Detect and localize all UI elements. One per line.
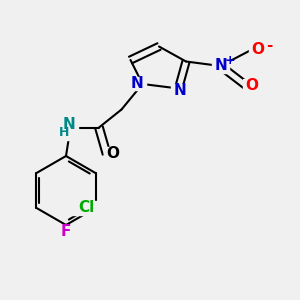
Text: O: O xyxy=(251,42,264,57)
Bar xyxy=(60,118,78,131)
Text: -: - xyxy=(266,38,273,53)
Bar xyxy=(128,76,146,90)
Text: F: F xyxy=(61,224,71,239)
Bar xyxy=(57,225,75,238)
Bar xyxy=(104,147,122,160)
Text: N: N xyxy=(174,83,186,98)
Text: N: N xyxy=(131,76,143,91)
Text: H: H xyxy=(59,126,69,140)
Bar xyxy=(212,59,229,73)
Text: N: N xyxy=(63,117,75,132)
Bar xyxy=(55,126,73,140)
Text: O: O xyxy=(245,78,258,93)
Bar xyxy=(72,201,101,214)
Bar xyxy=(249,43,266,56)
Text: Cl: Cl xyxy=(78,200,94,215)
Bar xyxy=(243,79,260,92)
Bar xyxy=(171,84,189,98)
Text: +: + xyxy=(224,54,235,67)
Text: N: N xyxy=(214,58,227,74)
Text: O: O xyxy=(106,146,120,161)
